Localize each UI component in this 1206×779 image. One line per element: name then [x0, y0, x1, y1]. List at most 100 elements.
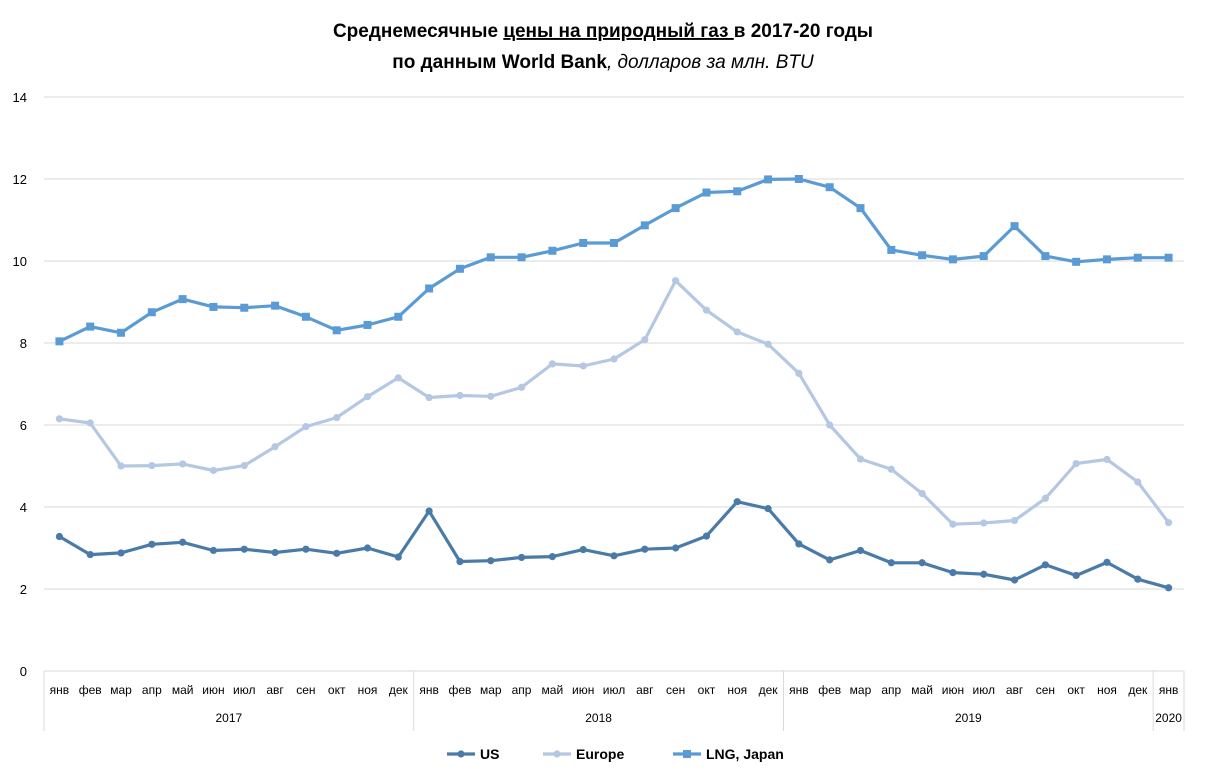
- legend-marker-lng-japan: [683, 750, 691, 758]
- data-point-europe: [949, 520, 957, 528]
- series-line-lng-japan: [58, 177, 1169, 343]
- data-point-lng-japan: [517, 253, 526, 262]
- data-point-lng-japan: [948, 255, 957, 264]
- data-point-lng-japan: [1102, 255, 1111, 264]
- series-lines: [55, 175, 1173, 592]
- data-point-us: [1072, 571, 1080, 580]
- data-point-europe: [795, 369, 803, 377]
- y-tick-label: 2: [20, 582, 27, 597]
- y-tick-label: 0: [20, 664, 27, 679]
- x-tick-label: фев: [79, 683, 102, 697]
- x-tick-label: янв: [419, 683, 439, 697]
- gridlines: [44, 96, 1184, 590]
- x-tick-label: апр: [512, 683, 532, 697]
- year-label: 2020: [1155, 711, 1182, 725]
- data-point-lng-japan: [979, 252, 988, 261]
- data-point-lng-japan: [147, 308, 156, 317]
- data-point-lng-japan: [825, 183, 834, 192]
- data-point-us: [487, 557, 495, 565]
- data-point-europe: [1164, 518, 1173, 527]
- data-point-lng-japan: [178, 295, 187, 304]
- data-point-europe: [980, 519, 988, 527]
- x-tick-label: янв: [1159, 683, 1179, 697]
- y-axis-ticks: 0 2 4 6 8 10 12 14: [13, 90, 27, 679]
- x-tick-label: апр: [881, 683, 901, 697]
- data-point-us: [271, 548, 279, 557]
- data-point-us: [55, 532, 64, 541]
- data-point-europe: [55, 415, 64, 423]
- chart-title-line-2: по данным World Bank, долларов за млн. B…: [392, 52, 814, 73]
- data-point-europe: [672, 277, 680, 285]
- data-point-us: [826, 556, 834, 564]
- data-point-us: [795, 540, 803, 548]
- data-point-us: [702, 532, 711, 540]
- data-point-europe: [363, 393, 372, 401]
- data-point-europe: [86, 419, 94, 427]
- data-point-us: [1103, 558, 1111, 566]
- data-point-lng-japan: [887, 245, 896, 254]
- series-line-us: [58, 500, 1170, 590]
- data-point-europe: [271, 443, 279, 451]
- x-tick-label: май: [911, 683, 933, 697]
- data-point-europe: [425, 393, 433, 402]
- data-point-europe: [579, 362, 587, 370]
- data-point-europe: [1072, 459, 1080, 468]
- data-point-europe: [148, 461, 156, 470]
- data-point-europe: [826, 421, 834, 429]
- data-point-lng-japan: [794, 175, 803, 183]
- data-point-europe: [702, 306, 711, 314]
- data-point-us: [548, 553, 556, 561]
- legend-label-europe: Europe: [576, 746, 624, 762]
- data-point-europe: [487, 392, 495, 400]
- data-point-us: [579, 546, 587, 554]
- data-point-us: [148, 540, 156, 548]
- data-point-lng-japan: [209, 302, 218, 311]
- x-tick-label: июл: [603, 683, 625, 697]
- data-point-us: [887, 559, 895, 567]
- x-tick-label: ноя: [358, 683, 378, 697]
- data-point-us: [610, 552, 618, 560]
- x-tick-label: авг: [266, 683, 284, 697]
- year-label: 2017: [216, 711, 243, 725]
- data-point-lng-japan: [301, 312, 310, 321]
- data-point-europe: [918, 489, 926, 498]
- data-point-us: [1134, 575, 1142, 583]
- data-point-us: [456, 557, 464, 566]
- data-point-lng-japan: [610, 238, 618, 247]
- y-tick-label: 12: [13, 172, 27, 187]
- x-tick-label: авг: [1006, 683, 1024, 697]
- year-label: 2018: [585, 711, 612, 725]
- data-point-lng-japan: [455, 264, 464, 273]
- data-point-us: [980, 570, 988, 578]
- data-point-lng-japan: [733, 187, 742, 196]
- data-point-europe: [302, 423, 310, 431]
- y-tick-label: 10: [13, 254, 27, 269]
- legend-label-lng-japan: LNG, Japan: [706, 746, 784, 762]
- data-point-lng-japan: [856, 204, 865, 213]
- data-point-lng-japan: [640, 221, 649, 230]
- data-point-us: [1164, 584, 1173, 592]
- data-point-lng-japan: [548, 246, 557, 255]
- data-point-us: [209, 546, 218, 555]
- data-point-lng-japan: [55, 337, 64, 346]
- year-label: 2019: [955, 711, 982, 725]
- series-line-europe: [59, 279, 1170, 526]
- x-tick-label: май: [172, 683, 194, 697]
- data-point-us: [517, 553, 526, 562]
- data-point-us: [672, 544, 680, 552]
- x-tick-label: мар: [110, 683, 132, 697]
- data-point-lng-japan: [271, 301, 280, 310]
- x-tick-label: апр: [142, 683, 162, 697]
- data-point-lng-japan: [240, 303, 249, 312]
- data-point-lng-japan: [1164, 253, 1173, 262]
- x-tick-label: сен: [1036, 683, 1055, 697]
- x-tick-label: май: [542, 683, 564, 697]
- data-point-lng-japan: [117, 328, 126, 337]
- data-point-europe: [179, 460, 187, 468]
- data-point-europe: [240, 461, 248, 470]
- data-point-europe: [548, 360, 556, 368]
- data-point-lng-japan: [1010, 222, 1019, 231]
- x-tick-label: ноя: [727, 683, 747, 697]
- data-point-europe: [209, 466, 218, 475]
- x-tick-label: июн: [942, 683, 964, 697]
